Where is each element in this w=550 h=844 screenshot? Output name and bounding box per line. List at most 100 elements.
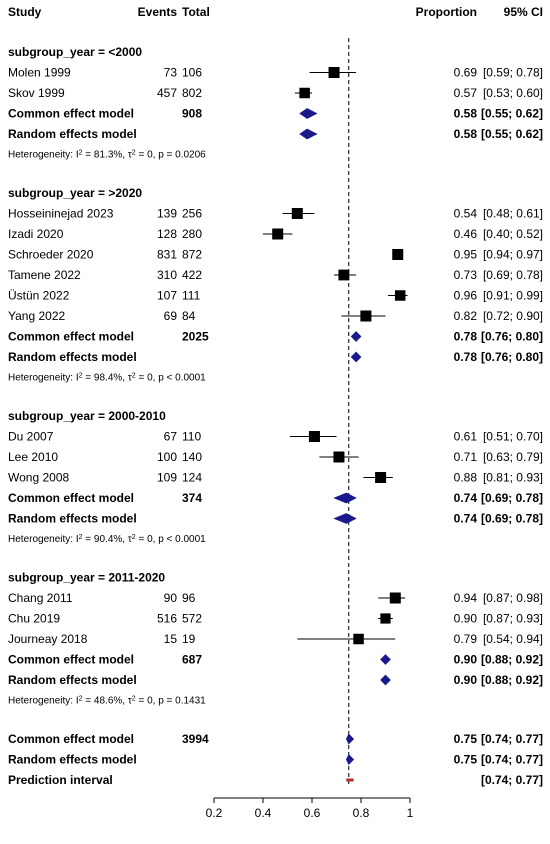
model-label: Random effects model xyxy=(8,673,137,687)
forest-row-common: Common effect model 2025 0.78 [0.76; 0.80] xyxy=(8,330,543,344)
heterogeneity-label: Heterogeneity: I2 = 48.6%, τ2 = 0, p = 0… xyxy=(8,695,206,707)
proportion-value: 0.75 xyxy=(454,732,478,746)
forest-row-study: Molen 1999 73 106 0.69 [0.59; 0.78] xyxy=(8,66,543,80)
model-label: Common effect model xyxy=(8,732,134,746)
header-study: Study xyxy=(8,5,42,19)
total-value: 802 xyxy=(182,86,202,100)
pooled-diamond xyxy=(350,331,362,342)
proportion-value: 0.75 xyxy=(454,753,478,767)
x-tick-label: 0.2 xyxy=(206,806,223,820)
total-value: 2025 xyxy=(182,330,209,344)
pooled-diamond xyxy=(345,733,355,745)
proportion-value: 0.57 xyxy=(454,86,478,100)
forest-rows: subgroup_year = <2000 Molen 1999 73 106 0.69… xyxy=(8,45,543,787)
proportion-value: 0.94 xyxy=(454,591,478,605)
total-value: 124 xyxy=(182,471,202,485)
subgroup-header: subgroup_year = 2000-2010 xyxy=(8,409,166,423)
proportion-value: 0.54 xyxy=(454,207,478,221)
study-square xyxy=(291,208,303,219)
forest-row-het: Heterogeneity: I2 = 81.3%, τ2 = 0, p = 0… xyxy=(8,149,206,161)
ci-value: [0.88; 0.92] xyxy=(481,673,543,687)
model-label: Random effects model xyxy=(8,350,137,364)
pooled-diamond xyxy=(345,753,355,766)
study-square xyxy=(333,451,345,463)
x-axis: 0.2 0.4 0.6 0.8 1 xyxy=(206,797,414,820)
events-value: 67 xyxy=(164,430,178,444)
study-square xyxy=(389,592,401,604)
study-label: Hosseininejad 2023 xyxy=(8,207,114,221)
forest-row-study: Yang 2022 69 84 0.82 [0.72; 0.90] xyxy=(8,309,543,323)
study-label: Üstün 2022 xyxy=(8,289,70,303)
model-label: Random effects model xyxy=(8,512,137,526)
ci-value: [0.69; 0.78] xyxy=(481,491,543,505)
forest-row-header: subgroup_year = <2000 xyxy=(8,45,142,59)
header-total: Total xyxy=(182,5,210,19)
study-label: Molen 1999 xyxy=(8,66,71,80)
events-value: 139 xyxy=(157,207,177,221)
forest-row-study: Wong 2008 109 124 0.88 [0.81; 0.93] xyxy=(8,471,543,485)
ci-value: [0.87; 0.98] xyxy=(483,591,543,605)
heterogeneity-label: Heterogeneity: I2 = 98.4%, τ2 = 0, p < 0… xyxy=(8,372,206,384)
forest-row-common: Common effect model 908 0.58 [0.55; 0.62] xyxy=(8,107,543,121)
forest-row-pred: Prediction interval [0.74; 0.77] xyxy=(8,773,543,787)
study-square xyxy=(338,269,350,281)
ci-value: [0.63; 0.79] xyxy=(483,450,543,464)
x-tick-label: 0.6 xyxy=(304,806,321,820)
total-value: 19 xyxy=(182,632,196,646)
heterogeneity-label: Heterogeneity: I2 = 81.3%, τ2 = 0, p = 0… xyxy=(8,149,206,161)
total-value: 374 xyxy=(182,491,202,505)
study-label: Chu 2019 xyxy=(8,612,60,626)
header-ci: 95% CI xyxy=(504,5,543,19)
study-label: Skov 1999 xyxy=(8,86,65,100)
x-tick-label: 0.4 xyxy=(255,806,272,820)
study-label: Lee 2010 xyxy=(8,450,58,464)
proportion-value: 0.74 xyxy=(454,512,478,526)
subgroup-header: subgroup_year = >2020 xyxy=(8,186,142,200)
total-value: 908 xyxy=(182,107,202,121)
pooled-diamond xyxy=(299,128,318,140)
study-square xyxy=(375,472,387,483)
ci-value: [0.76; 0.80] xyxy=(481,350,543,364)
study-square xyxy=(308,431,320,442)
forest-row-study: Skov 1999 457 802 0.57 [0.53; 0.60] xyxy=(8,86,543,100)
ci-value: [0.88; 0.92] xyxy=(481,653,543,667)
model-label: Random effects model xyxy=(8,753,137,767)
forest-row-study: Izadi 2020 128 280 0.46 [0.40; 0.52] xyxy=(8,227,543,241)
forest-row-het: Heterogeneity: I2 = 48.6%, τ2 = 0, p = 0… xyxy=(8,695,206,707)
model-label: Common effect model xyxy=(8,491,134,505)
forest-row-study: Schroeder 2020 831 872 0.95 [0.94; 0.97] xyxy=(8,248,543,262)
ci-value: [0.40; 0.52] xyxy=(483,227,543,241)
study-square xyxy=(360,310,372,322)
forest-row-random: Random effects model 0.78 [0.76; 0.80] xyxy=(8,350,543,364)
study-square xyxy=(392,249,404,260)
study-square xyxy=(328,67,340,78)
proportion-value: 0.78 xyxy=(454,330,478,344)
proportion-value: 0.73 xyxy=(454,268,478,282)
ci-value: [0.74; 0.77] xyxy=(481,773,543,787)
events-value: 107 xyxy=(157,289,177,303)
events-value: 69 xyxy=(164,309,178,323)
events-value: 310 xyxy=(157,268,177,282)
ci-value: [0.53; 0.60] xyxy=(483,86,543,100)
study-square xyxy=(394,290,406,301)
ci-value: [0.81; 0.93] xyxy=(483,471,543,485)
proportion-value: 0.78 xyxy=(454,350,478,364)
total-value: 572 xyxy=(182,612,202,626)
events-value: 831 xyxy=(157,248,177,262)
header-events: Events xyxy=(138,5,178,19)
pooled-diamond xyxy=(299,108,318,119)
model-label: Prediction interval xyxy=(8,773,113,787)
proportion-value: 0.96 xyxy=(454,289,478,303)
ci-value: [0.72; 0.90] xyxy=(483,309,543,323)
proportion-value: 0.71 xyxy=(454,450,478,464)
total-value: 84 xyxy=(182,309,196,323)
study-label: Chang 2011 xyxy=(8,591,73,605)
forest-row-het: Heterogeneity: I2 = 90.4%, τ2 = 0, p < 0… xyxy=(8,534,206,546)
forest-row-study: Chang 2011 90 96 0.94 [0.87; 0.98] xyxy=(8,591,543,605)
total-value: 256 xyxy=(182,207,202,221)
ci-value: [0.91; 0.99] xyxy=(483,289,543,303)
proportion-value: 0.61 xyxy=(454,430,478,444)
forest-row-random: Random effects model 0.74 [0.69; 0.78] xyxy=(8,512,543,526)
total-value: 106 xyxy=(182,66,202,80)
